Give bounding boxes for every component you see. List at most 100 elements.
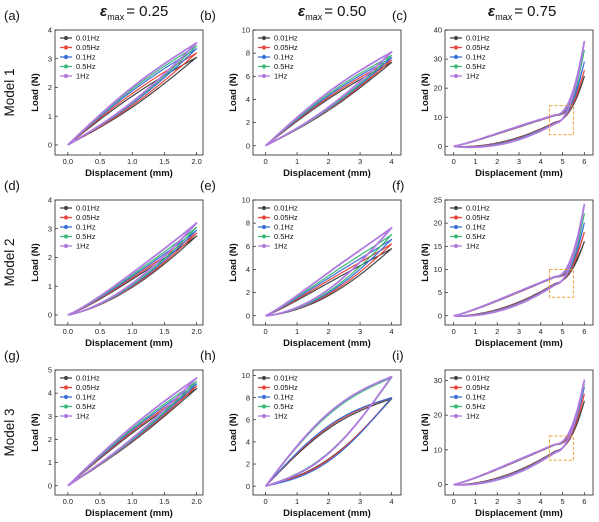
x-tick-label: 5 (560, 157, 564, 166)
x-tick-label: 1 (295, 157, 299, 166)
chart-panel: 0 1 2 3 4 0 2 4 6 8 10 Displacement (mm) Load (N) (h)… (200, 348, 402, 519)
legend-label: 1Hz (76, 412, 90, 421)
legend-label: 1Hz (274, 72, 288, 81)
x-tick-label: 1.0 (127, 497, 137, 506)
x-tick-label: 2.0 (191, 497, 201, 506)
x-axis-label: Displacement (mm) (85, 338, 173, 349)
x-axis-label: Displacement (mm) (283, 338, 371, 349)
series-group (264, 51, 393, 147)
legend-marker (261, 394, 267, 400)
y-tick-label: 8 (246, 393, 250, 402)
highlight-box (548, 105, 574, 136)
row-labels: Model 1 Model 2 Model 3 (2, 68, 17, 456)
x-tick-label: 0.0 (63, 157, 73, 166)
y-tick-label: 0 (438, 480, 442, 489)
x-tick-label: 2 (326, 327, 330, 336)
x-axis-label: Displacement (mm) (283, 508, 371, 519)
legend-marker (63, 385, 69, 390)
legend-marker (453, 234, 459, 239)
x-tick-label: 0.5 (95, 327, 105, 336)
x-tick-label: 2.0 (191, 157, 201, 166)
column-header: εmax = 0.75 (488, 3, 556, 22)
y-tick-label: 2 (246, 118, 250, 127)
x-tick-label: 4 (389, 327, 393, 336)
highlight-box (548, 435, 574, 461)
y-tick-label: 2 (48, 253, 52, 262)
y-axis-label: Load (N) (228, 73, 239, 112)
x-tick-label: 1.5 (159, 497, 169, 506)
y-axis-label: Load (N) (30, 243, 41, 282)
legend-marker (63, 45, 69, 50)
panels: 0.0 0.5 1.0 1.5 2.0 0 1 2 3 4 Displacement (mm) Loa… (4, 8, 594, 519)
chart-panel: 0 1 2 3 4 5 6 0 5 10 15 20 25 Displacement (mm) Load (… (392, 178, 594, 349)
y-tick-label: 4 (48, 196, 52, 205)
series-group (67, 222, 198, 316)
plot-frame (252, 199, 402, 326)
legend-label: 0.5Hz (76, 232, 96, 241)
legend-label: 0.1Hz (274, 53, 294, 62)
x-tick-label: 2.0 (191, 327, 201, 336)
x-tick-label: 0 (452, 157, 456, 166)
legend-marker (63, 205, 69, 211)
series-1hz-curve (67, 377, 198, 487)
legend-label: 0.01Hz (76, 34, 100, 43)
y-tick-label: 4 (48, 26, 52, 35)
row-label: Model 2 (2, 238, 17, 286)
legend-marker (63, 54, 69, 60)
legend-label: 0.01Hz (466, 204, 490, 213)
panel-label: (d) (4, 178, 20, 193)
y-tick-label: 2 (246, 288, 250, 297)
legend-label: 0.01Hz (274, 374, 298, 383)
chart-panel: 0 1 2 3 4 0 2 4 6 8 10 Displacement (mm) Load (N) (b)… (200, 8, 402, 179)
legend-marker (453, 54, 459, 60)
legend-marker (63, 413, 69, 419)
y-axis-label: Load (N) (420, 243, 431, 282)
legend-marker (453, 64, 459, 69)
y-tick-label: 10 (434, 113, 442, 122)
x-tick-label: 3 (517, 327, 521, 336)
x-tick-label: 0 (452, 497, 456, 506)
chart-panel: 0 1 2 3 4 5 6 0 10 20 30 Displacement (mm) Load (N) (… (392, 348, 594, 519)
epsilon-symbol: ε (488, 3, 496, 20)
y-tick-label: 20 (434, 411, 442, 420)
x-tick-label: 1 (473, 327, 477, 336)
x-axis-label: Displacement (mm) (475, 168, 563, 179)
legend-marker (261, 45, 267, 50)
x-tick-label: 6 (582, 497, 586, 506)
series-group (67, 42, 198, 146)
column-header: εmax = 0.50 (298, 3, 366, 22)
legend-marker (261, 375, 267, 381)
x-tick-label: 1 (295, 327, 299, 336)
y-tick-label: 25 (434, 196, 442, 205)
x-tick-label: 4 (389, 497, 393, 506)
y-tick-label: 5 (48, 366, 52, 375)
legend-label: 0.01Hz (466, 374, 490, 383)
legend-marker (261, 385, 267, 390)
row-label: Model 1 (2, 68, 17, 116)
legend-marker (261, 404, 267, 409)
x-tick-label: 6 (582, 157, 586, 166)
epsilon-symbol: ε (298, 3, 306, 20)
series-05hz-curve (265, 234, 393, 317)
series-1hz-curve (453, 40, 586, 149)
series-001hz-curve (67, 56, 198, 146)
y-tick-label: 0 (246, 311, 250, 320)
y-tick-label: 4 (246, 438, 250, 447)
legend-marker (63, 234, 69, 239)
legend-label: 1Hz (76, 242, 90, 251)
highlight-box (548, 268, 574, 298)
y-tick-label: 2 (48, 83, 52, 92)
series-005hz-curve (265, 243, 393, 317)
series-01hz-curve (265, 397, 393, 487)
legend-label: 0.05Hz (274, 213, 298, 222)
legend-marker (453, 45, 459, 50)
legend-label: 0.5Hz (274, 402, 294, 411)
x-tick-label: 4 (539, 497, 543, 506)
y-axis-label: Load (N) (228, 413, 239, 452)
legend-label: 0.1Hz (76, 393, 96, 402)
legend-marker (63, 73, 69, 79)
chart-panel: 0.0 0.5 1.0 1.5 2.0 0 1 2 3 4 Displacement (mm) Loa… (4, 8, 204, 179)
